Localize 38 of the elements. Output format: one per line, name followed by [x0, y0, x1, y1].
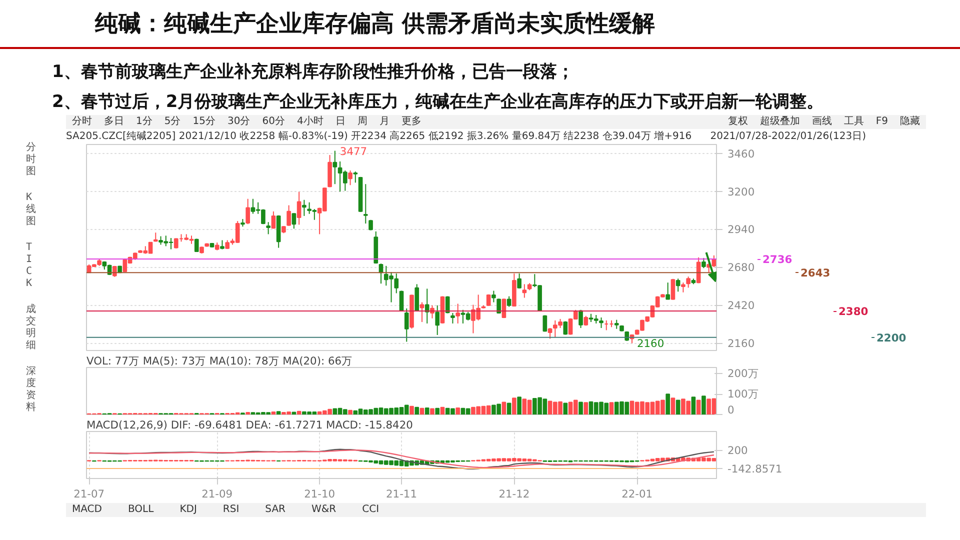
x-tick-label: 22-01	[622, 488, 653, 500]
text: K线图	[26, 192, 36, 228]
text: SA205.CZC[纯碱2205] 2021/12/10 收2258 幅-0.83%(-19) 开2234 高2265 低2192 振3.26% 量69.84万 结2238 仓39.04万 增+916	[66, 130, 692, 144]
x-tick-label: 21-10	[304, 488, 336, 500]
x-tick-label: 21-07	[74, 488, 105, 500]
text: MACD BOLL KDJ RSI SAR W&R CCI	[72, 504, 380, 515]
text: 复权 超级叠加 画线 工具 F9 隐藏	[728, 116, 920, 127]
x-tick-label: 21-11	[386, 488, 417, 500]
x-tick-label: 21-12	[498, 488, 530, 500]
text: 1、春节前玻璃生产企业补充原料库存阶段性推升价格，已告一段落；	[52, 62, 574, 82]
text: TICK	[26, 242, 33, 290]
text: 深度资料	[26, 366, 36, 414]
y-tick-label: 3460	[728, 147, 755, 160]
text: 2、春节过后，2月份玻璃生产企业无补库压力，纯碱在生产企业在高库存的压力下或开启新一轮调整。	[52, 92, 824, 112]
y-tick-label: 200	[728, 444, 748, 458]
ref-line-label: 2380	[838, 305, 868, 318]
y-tick-label: 0	[728, 404, 734, 416]
chart-title: MACD(12,26,9) DIF: -69.6481 DEA: -61.7271 MACD: -15.8420	[86, 418, 414, 432]
x-tick-label: 21-09	[202, 488, 233, 500]
y-tick-label: 2160	[728, 337, 755, 350]
annotation: 3477	[340, 144, 368, 158]
y-tick-label: 2940	[728, 223, 755, 236]
ref-line-label: 2643	[800, 266, 830, 280]
ref-line-label: 2736	[762, 253, 792, 266]
text: 分时 多日 1分 5分 15分 30分 60分 4小时 日 周 月 更多	[72, 116, 422, 127]
y-tick-label: 2680	[728, 261, 755, 274]
y-tick-label: 200万	[728, 367, 759, 380]
y-tick-label: 2420	[728, 299, 755, 312]
chart-title: 纯碱：纯碱生产企业库存偏高 供需矛盾尚未实质性缓解	[0, 0, 960, 49]
text: 分时图	[26, 142, 36, 178]
chart-title: VOL: 77万 MA(5): 73万 MA(10): 78万 MA(20): 66万	[86, 354, 353, 368]
y-tick-label: 3200	[728, 185, 755, 198]
text: 成交明细	[26, 304, 36, 352]
ref-line-label: 2200	[876, 331, 906, 344]
text: 2021/07/28-2022/01/26(123日)	[710, 130, 866, 144]
y-tick-label: -142.8571	[728, 462, 782, 476]
annotation: 2160	[636, 337, 664, 350]
y-tick-label: 100万	[728, 388, 759, 401]
